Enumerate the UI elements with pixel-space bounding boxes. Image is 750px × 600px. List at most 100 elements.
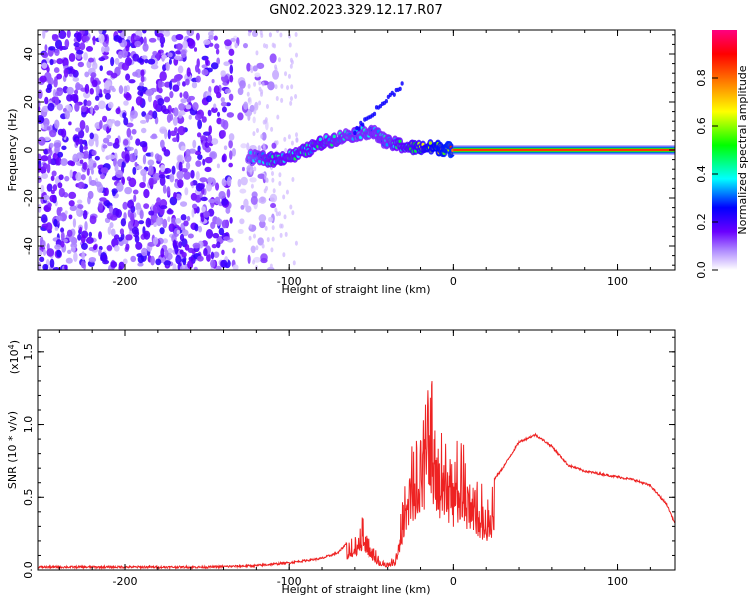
noise-blob [38, 89, 43, 99]
noise-blob [188, 256, 194, 262]
noise-blob [162, 108, 170, 115]
noise-blob [107, 226, 112, 235]
noise-blob [130, 110, 138, 119]
noise-blob [251, 30, 259, 38]
noise-blob [58, 174, 64, 181]
noise-blob [273, 43, 277, 49]
noise-blob [121, 62, 130, 71]
noise-blob [199, 193, 203, 198]
noise-blob [46, 248, 55, 257]
noise-blob [147, 58, 156, 65]
noise-blob [80, 260, 86, 269]
noise-blob [76, 152, 85, 159]
noise-blob [42, 194, 50, 201]
noise-blob [134, 161, 138, 167]
colorbar: 0.0 0.2 0.4 0.6 0.8 Normalized spectral ampl… [695, 30, 749, 279]
noise-blob [197, 183, 205, 190]
noise-blob [249, 177, 257, 183]
noise-blob [195, 171, 200, 180]
ridge-branch [384, 99, 388, 104]
noise-blob [76, 199, 83, 204]
noise-blob [274, 64, 278, 70]
noise-blob [283, 136, 287, 142]
noise-blob [264, 225, 268, 231]
x-tick-label: 100 [607, 575, 628, 588]
y-tick-label: 0.0 [22, 561, 35, 579]
noise-blob [140, 69, 145, 77]
noise-blob [284, 147, 288, 153]
noise-blob [197, 119, 203, 130]
noise-blob [108, 85, 115, 91]
noise-blob [114, 120, 121, 127]
noise-blob [123, 85, 128, 94]
noise-blob [258, 86, 262, 92]
snr-series-line [38, 381, 675, 570]
noise-blob [68, 200, 75, 207]
noise-blob [162, 184, 167, 194]
noise-blob [45, 222, 53, 232]
noise-blob [50, 175, 55, 182]
noise-blob [111, 176, 118, 181]
noise-blob [197, 145, 201, 152]
noise-blob [248, 235, 252, 241]
noise-blob [195, 160, 202, 167]
noise-blob [283, 214, 287, 220]
spectrogram-heatmap [38, 30, 675, 270]
noise-blob [291, 210, 295, 216]
noise-blob [68, 121, 72, 126]
noise-blob [41, 51, 49, 59]
noise-blob [186, 30, 195, 37]
y-tick-label: 1.0 [22, 416, 35, 434]
noise-blob [279, 223, 283, 229]
noise-blob [247, 114, 251, 121]
noise-blob [193, 266, 198, 270]
noise-blob [271, 225, 275, 231]
noise-blob [48, 46, 56, 51]
noise-blob [134, 40, 142, 48]
noise-blob [229, 64, 234, 75]
noise-blob [123, 212, 127, 221]
noise-blob [200, 196, 208, 202]
noise-blob [73, 252, 78, 262]
noise-blob [210, 259, 216, 268]
noise-blob [120, 218, 127, 227]
noise-blob [49, 58, 54, 66]
noise-blob [58, 45, 64, 51]
noise-blob [38, 136, 46, 146]
noise-blob [124, 153, 130, 163]
noise-blob [175, 254, 182, 265]
noise-blob [82, 210, 88, 220]
noise-blob [276, 114, 280, 120]
noise-blob [108, 205, 114, 214]
noise-blob [47, 102, 55, 112]
noise-blob [99, 93, 103, 98]
noise-blob [143, 203, 150, 210]
noise-blob [80, 105, 87, 113]
noise-blob [80, 174, 86, 181]
noise-blob [211, 244, 217, 249]
noise-blob [256, 62, 265, 69]
noise-blob [280, 83, 284, 89]
noise-blob [194, 223, 199, 232]
noise-blob [75, 172, 82, 182]
noise-blob [220, 70, 226, 77]
ridge-core [332, 134, 336, 139]
noise-blob [106, 134, 112, 139]
noise-blob [39, 75, 47, 83]
noise-blob [115, 107, 121, 115]
noise-blob [225, 207, 231, 214]
snr-ylabel: SNR (10 * v/v) [6, 411, 19, 489]
noise-blob [184, 78, 190, 86]
noise-blob [210, 62, 219, 70]
noise-blob [148, 165, 154, 176]
noise-blob [41, 240, 46, 248]
noise-blob [204, 156, 213, 164]
noise-blob [284, 71, 288, 77]
noise-blob [143, 230, 151, 240]
noise-blob [260, 134, 264, 140]
noise-blob [275, 140, 279, 146]
noise-blob [182, 258, 187, 266]
noise-blob [66, 249, 72, 254]
noise-blob [254, 103, 258, 109]
